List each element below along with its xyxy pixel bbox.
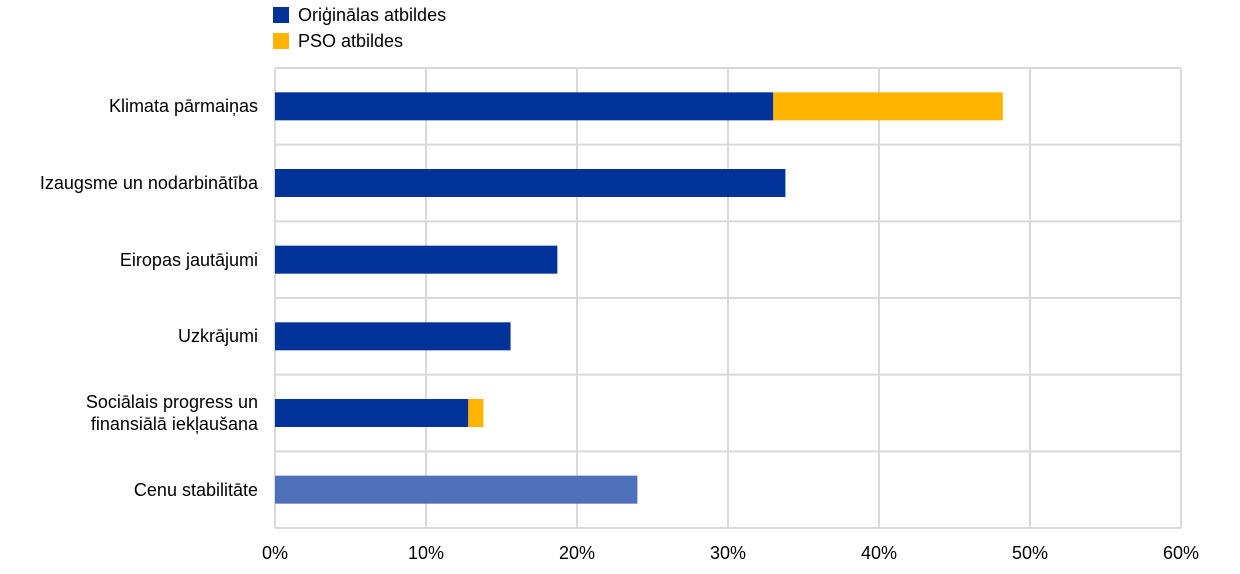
y-tick-label: Uzkrājumi (177, 326, 258, 347)
y-tick-label: Cenu stabilitāte (133, 479, 258, 500)
legend-label: Oriģinālas atbildes (298, 5, 446, 25)
legend-swatch (273, 7, 289, 23)
bar-segment (275, 92, 774, 121)
x-tick-label: 10% (408, 543, 444, 563)
x-tick-label: 0% (262, 543, 288, 563)
bar-segment (275, 169, 786, 197)
bar-segment (773, 92, 1003, 121)
x-tick-label: 60% (1163, 543, 1199, 563)
y-tick-label: Klimata pārmaiņas (108, 96, 258, 117)
y-tick-label: Izaugsme un nodarbinātība (39, 173, 258, 193)
x-tick-label: 50% (1012, 543, 1048, 563)
legend-label: PSO atbildes (298, 31, 403, 51)
x-tick-label: 40% (861, 543, 897, 563)
bar-segment (275, 322, 511, 351)
x-tick-label: 20% (559, 543, 595, 563)
y-tick-label: Sociālais progress un finansiālā iekļauš… (85, 392, 258, 434)
legend-swatch (273, 33, 289, 49)
y-tick-label: Eiropas jautājumi (119, 249, 258, 270)
x-tick-label: 30% (710, 543, 746, 563)
bar-segment (275, 245, 558, 274)
bar-segment (468, 399, 484, 427)
bar-segment (275, 475, 638, 504)
bar-segment (275, 399, 469, 427)
